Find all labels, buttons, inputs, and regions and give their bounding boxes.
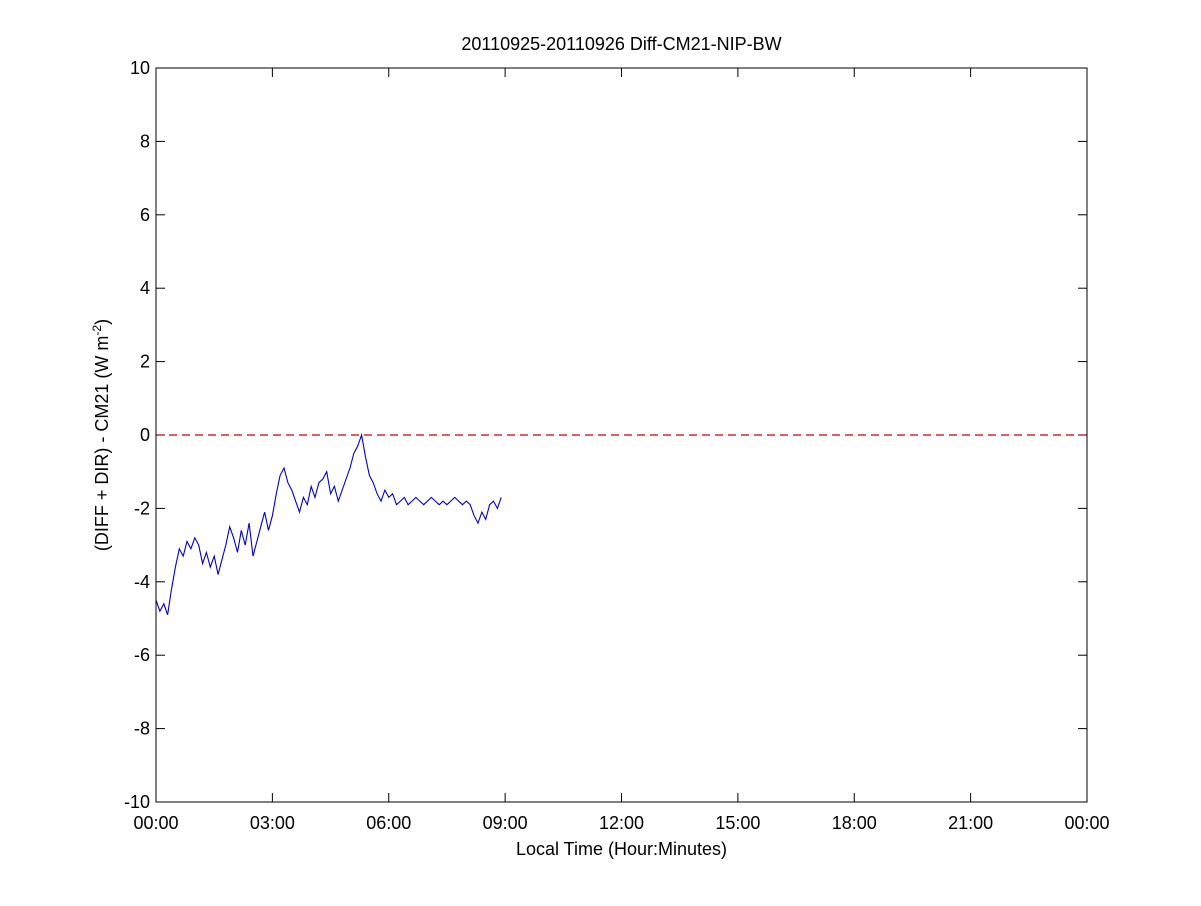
data-series-line <box>155 432 502 615</box>
y-tick-label: -2 <box>134 498 150 518</box>
y-axis-label-superscript: -2 <box>90 325 104 336</box>
x-tick-label: 00:00 <box>133 813 178 833</box>
chart-title: 20110925-20110926 Diff-CM21-NIP-BW <box>461 34 781 54</box>
y-axis-label: (DIFF + DIR) - CM21 (W m-2) <box>90 319 112 551</box>
x-tick-label: 21:00 <box>948 813 993 833</box>
plot-frame <box>155 67 1088 803</box>
tick-labels: 00:00 03:00 06:00 09:00 12:00 15:00 18:00 21:00… <box>124 58 1110 833</box>
x-tick-label: 18:00 <box>832 813 877 833</box>
y-tick-label: -8 <box>134 719 150 739</box>
x-tick-label: 03:00 <box>250 813 295 833</box>
x-tick-label: 15:00 <box>715 813 760 833</box>
y-tick-label: 8 <box>140 131 150 151</box>
y-tick-label: 2 <box>140 352 150 372</box>
x-tick-label: 09:00 <box>483 813 528 833</box>
y-axis-label-suffix: ) <box>92 319 112 325</box>
y-axis-label-main: (DIFF + DIR) - CM21 (W m <box>92 336 112 551</box>
x-tick-label: 06:00 <box>366 813 411 833</box>
x-tick-label: 12:00 <box>599 813 644 833</box>
x-tick-label: 00:00 <box>1064 813 1109 833</box>
y-tick-label: 6 <box>140 205 150 225</box>
y-tick-label: -6 <box>134 645 150 665</box>
y-tick-label: 4 <box>140 278 150 298</box>
y-tick-label: -10 <box>124 792 150 812</box>
y-tick-label: 0 <box>140 425 150 445</box>
y-tick-label: 10 <box>130 58 150 78</box>
x-axis-label: Local Time (Hour:Minutes) <box>516 839 727 859</box>
y-tick-label: -4 <box>134 572 150 592</box>
